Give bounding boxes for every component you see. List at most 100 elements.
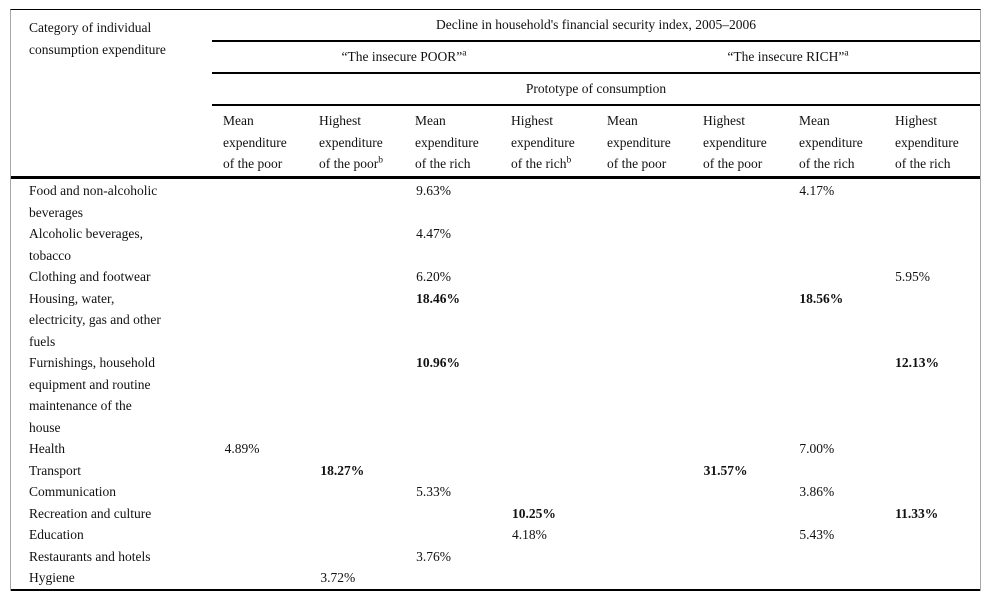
value-cell: 18.56%	[799, 290, 844, 306]
group-header-row: “The insecure POOR”a “The insecure RICH”…	[212, 42, 980, 74]
value-cell	[405, 567, 501, 589]
value-cell: 5.43%	[799, 527, 835, 542]
footnote-marker-b: b	[566, 155, 572, 166]
value-cell	[597, 438, 693, 460]
value-cell: 18.27%	[320, 462, 365, 478]
value-cell	[693, 481, 789, 503]
value-cell	[214, 352, 310, 438]
table-row: Health 4.89% 7.00%	[11, 438, 980, 460]
value-cell	[214, 481, 310, 503]
table-row: Clothing and footwear 6.20% 5.95%	[11, 266, 980, 288]
table-title: Decline in household's financial securit…	[436, 17, 756, 32]
value-cell	[597, 288, 693, 353]
value-cell	[693, 288, 789, 353]
category-cell: Health	[29, 441, 65, 456]
value-cell	[405, 524, 501, 546]
value-cell	[597, 266, 693, 288]
value-cell	[884, 460, 980, 482]
value-cell: 4.89%	[224, 441, 260, 456]
value-cell: 11.33%	[895, 505, 939, 521]
value-cell	[309, 503, 405, 525]
value-cell	[405, 438, 501, 460]
value-cell	[309, 438, 405, 460]
table-row: Hygiene 3.72%	[11, 567, 980, 589]
expenditure-table: Category of individual consumption expen…	[10, 9, 981, 591]
footnote-marker-b: b	[378, 155, 383, 166]
value-cell	[214, 180, 310, 223]
column-header-highest-poor-2: Highest expenditure of the poor	[703, 113, 767, 171]
value-cell	[214, 266, 310, 288]
value-cell	[501, 481, 597, 503]
value-cell: 10.25%	[511, 505, 556, 521]
column-header-highest-poor-1: Highest expenditure of the poorb	[319, 113, 383, 171]
table-row: Transport 18.27% 31.57%	[11, 460, 980, 482]
table-row: Housing, water, electricity, gas and oth…	[11, 288, 980, 353]
column-header-mean-rich-2: Mean expenditure of the rich	[799, 113, 863, 171]
value-cell	[214, 567, 310, 589]
value-cell: 7.00%	[799, 441, 835, 456]
value-cell	[501, 460, 597, 482]
value-cell	[214, 546, 310, 568]
value-cell	[597, 567, 693, 589]
value-cell	[597, 180, 693, 223]
value-cell: 4.18%	[511, 527, 547, 542]
value-cell	[884, 524, 980, 546]
table-row: Restaurants and hotels 3.76%	[11, 546, 980, 568]
category-cell: Recreation and culture	[29, 505, 152, 521]
category-cell: Food and non-alcoholic beverages	[29, 183, 158, 220]
value-cell	[884, 223, 980, 266]
value-cell	[884, 288, 980, 353]
value-cell	[788, 567, 884, 589]
value-cell	[693, 546, 789, 568]
table-row: Furnishings, household equipment and rou…	[11, 352, 980, 438]
value-cell	[501, 266, 597, 288]
value-cell	[214, 223, 310, 266]
table-row: Education 4.18% 5.43%	[11, 524, 980, 546]
footnote-marker-a: a	[844, 48, 849, 59]
table-bottom-rule	[11, 588, 980, 591]
category-cell: Alcoholic beverages, tobacco	[29, 226, 143, 263]
value-cell: 3.86%	[799, 484, 835, 499]
group-header-insecure-poor: “The insecure POOR”a	[341, 48, 467, 64]
value-cell	[214, 503, 310, 525]
value-cell	[309, 352, 405, 438]
value-cell	[884, 481, 980, 503]
column-header-highest-rich-2: Highest expenditure of the rich	[895, 113, 959, 171]
category-column-header: Category of individual consumption expen…	[29, 20, 166, 57]
value-cell	[597, 546, 693, 568]
value-cell	[309, 288, 405, 353]
value-cell	[309, 481, 405, 503]
value-cell	[884, 438, 980, 460]
value-cell	[693, 524, 789, 546]
value-cell	[788, 352, 884, 438]
table-body: Food and non-alcoholic beverages 9.63% 4…	[11, 179, 980, 589]
value-cell	[788, 546, 884, 568]
column-header-mean-rich-1: Mean expenditure of the rich	[415, 113, 479, 171]
table-row: Alcoholic beverages, tobacco 4.47%	[11, 223, 980, 266]
data-header: Decline in household's financial securit…	[212, 10, 980, 176]
value-cell	[501, 223, 597, 266]
category-cell: Furnishings, household equipment and rou…	[29, 355, 156, 435]
column-header-mean-poor-2: Mean expenditure of the poor	[607, 113, 671, 171]
column-header-row: Mean expenditure of the poor Highest exp…	[212, 106, 980, 176]
value-cell: 31.57%	[703, 462, 748, 478]
value-cell	[501, 288, 597, 353]
table-row: Food and non-alcoholic beverages 9.63% 4…	[11, 180, 980, 223]
value-cell	[214, 524, 310, 546]
value-cell: 4.47%	[416, 226, 452, 241]
value-cell: 12.13%	[895, 355, 940, 370]
value-cell	[693, 567, 789, 589]
value-cell	[309, 180, 405, 223]
value-cell	[597, 352, 693, 438]
category-cell: Housing, water, electricity, gas and oth…	[29, 290, 161, 349]
value-cell: 3.76%	[416, 548, 452, 564]
value-cell	[501, 438, 597, 460]
category-cell: Hygiene	[29, 570, 75, 585]
table-row: Recreation and culture 10.25% 11.33%	[11, 503, 980, 525]
value-cell	[597, 460, 693, 482]
footnote-marker-a: a	[462, 48, 467, 59]
value-cell: 5.33%	[416, 484, 452, 499]
value-cell	[693, 503, 789, 525]
column-header-mean-poor-1: Mean expenditure of the poor	[223, 113, 287, 171]
value-cell	[501, 352, 597, 438]
